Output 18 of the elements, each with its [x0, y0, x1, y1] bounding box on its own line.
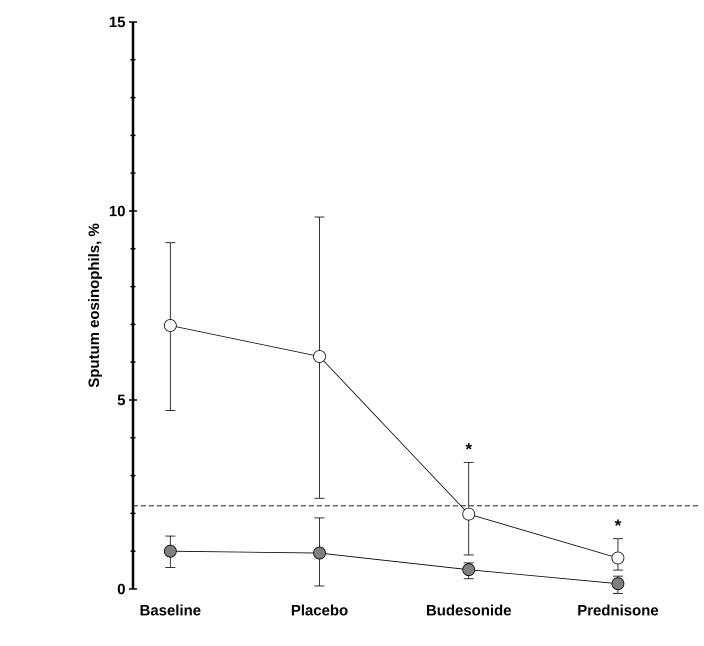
annotation: *: [465, 443, 472, 450]
point: [612, 552, 624, 564]
x-tick-label: Budesonide: [426, 604, 511, 616]
x-tick-label: Baseline: [140, 604, 201, 616]
y-tick-label: 15: [110, 16, 126, 28]
y-tick-label: 5: [118, 394, 126, 406]
point: [313, 350, 326, 363]
point: [313, 546, 326, 560]
point: [164, 544, 177, 558]
annotation: *: [614, 520, 622, 526]
point: [164, 319, 177, 332]
y-axis-title: Sputum eosinophils, %: [88, 224, 102, 388]
point: [462, 508, 476, 521]
x-tick-label: Prednisone: [578, 604, 658, 616]
y-tick-label: 0: [118, 584, 125, 594]
point: [462, 563, 476, 576]
x-tick-label: Placebo: [292, 604, 348, 616]
y-tick-label: 10: [110, 206, 125, 216]
